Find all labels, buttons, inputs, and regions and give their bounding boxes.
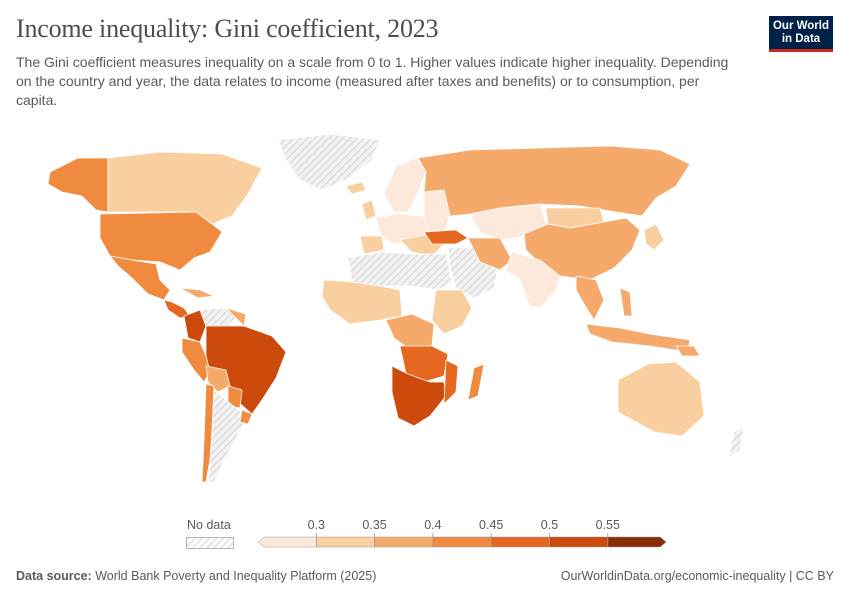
region-australia[interactable] — [617, 361, 705, 437]
region-greenland[interactable] — [277, 133, 381, 191]
region-turkey[interactable] — [423, 229, 469, 245]
legend-bin-0[interactable] — [257, 536, 317, 548]
owid-logo[interactable]: Our World in Data — [769, 16, 833, 52]
data-source: Data source: World Bank Poverty and Ineq… — [16, 569, 376, 583]
legend-tick-label: 0.5 — [541, 518, 558, 532]
region-uruguay[interactable] — [239, 409, 253, 425]
region-central-africa[interactable] — [385, 313, 435, 351]
region-png[interactable] — [675, 345, 701, 357]
legend-tick-label: 0.55 — [596, 518, 620, 532]
logo-line-2: in Data — [781, 33, 821, 45]
legend-bin-1[interactable] — [316, 536, 375, 548]
chart-subtitle: The Gini coefficient measures inequality… — [16, 54, 729, 108]
region-philippines[interactable] — [619, 287, 633, 317]
region-india[interactable] — [505, 251, 561, 309]
region-indonesia[interactable] — [585, 323, 691, 353]
color-legend: 0.3 0.35 0.4 0.45 0.5 0.55 — [257, 518, 667, 548]
region-west-africa[interactable] — [321, 279, 403, 325]
region-paraguay[interactable] — [227, 385, 243, 409]
legend-tick-label: 0.35 — [362, 518, 386, 532]
region-venezuela[interactable] — [199, 307, 237, 329]
region-canada[interactable] — [107, 151, 263, 225]
data-source-text[interactable]: World Bank Poverty and Inequality Platfo… — [95, 569, 377, 583]
region-russia[interactable] — [417, 145, 691, 217]
region-east-africa[interactable] — [431, 289, 473, 335]
legend-bin-6[interactable] — [607, 536, 667, 548]
region-uk[interactable] — [361, 199, 377, 221]
legend-tick-label: 0.3 — [308, 518, 325, 532]
legend-tick-label: 0.45 — [479, 518, 503, 532]
region-scandinavia[interactable] — [383, 157, 427, 213]
region-madagascar[interactable] — [467, 363, 485, 401]
region-alaska[interactable] — [47, 157, 109, 213]
legend-no-data-swatch[interactable] — [186, 537, 234, 549]
region-southern-africa[interactable] — [391, 365, 447, 427]
region-caribbean[interactable] — [179, 287, 215, 299]
legend-no-data-label: No data — [187, 518, 231, 532]
legend-bin-2[interactable] — [374, 536, 434, 548]
region-iberia[interactable] — [359, 235, 385, 255]
region-mexico[interactable] — [109, 255, 171, 301]
region-east-asia-islands[interactable] — [643, 223, 665, 251]
legend-bin-3[interactable] — [432, 536, 492, 548]
world-map[interactable] — [0, 120, 850, 510]
region-mozambique[interactable] — [443, 359, 459, 405]
chart-title: Income inequality: Gini coefficient, 202… — [16, 14, 439, 43]
legend-bin-5[interactable] — [549, 536, 609, 548]
region-colombia[interactable] — [183, 309, 207, 343]
legend-bin-4[interactable] — [490, 536, 550, 548]
credit-link[interactable]: OurWorldinData.org/economic-inequality |… — [560, 569, 834, 583]
region-iran[interactable] — [467, 237, 513, 271]
data-source-label: Data source: — [16, 569, 92, 583]
region-new-zealand[interactable] — [727, 425, 745, 459]
region-argentina[interactable] — [207, 389, 249, 483]
region-usa[interactable] — [99, 211, 223, 271]
region-southeast-asia[interactable] — [575, 275, 605, 321]
legend-tick-label: 0.4 — [424, 518, 441, 532]
region-iceland[interactable] — [345, 181, 367, 195]
logo-line-1: Our World — [772, 20, 829, 32]
